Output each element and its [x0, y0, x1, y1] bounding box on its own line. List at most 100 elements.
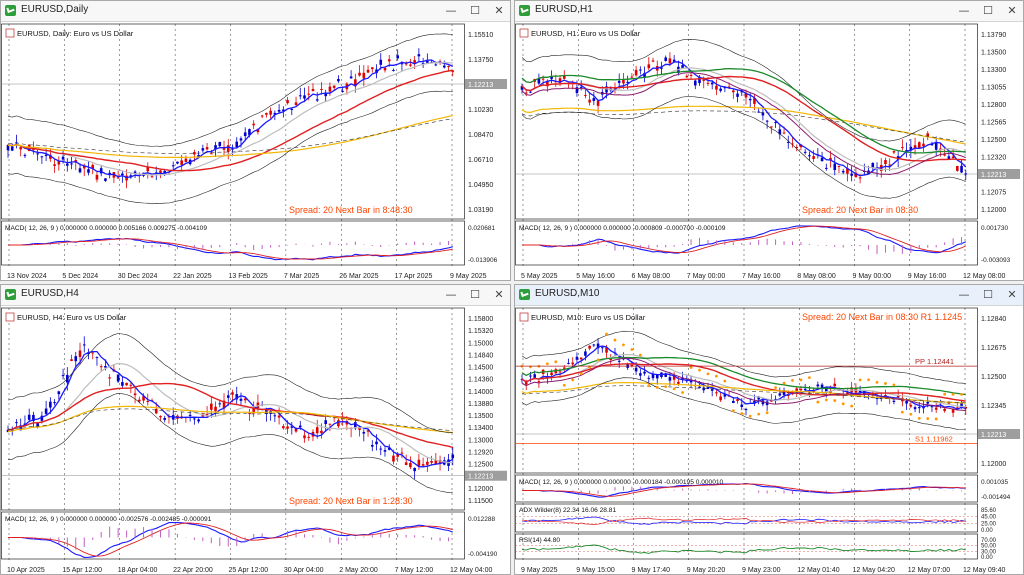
candle-body [905, 150, 908, 152]
maximize-icon[interactable]: ☐ [983, 288, 993, 301]
candle-body [434, 460, 438, 464]
candle-body [23, 154, 27, 156]
sar-dot [833, 399, 837, 402]
candle-body [150, 176, 154, 178]
candle-body [10, 146, 14, 151]
candle-body [888, 164, 891, 166]
minimize-icon[interactable]: — [958, 4, 970, 17]
price-axis-label: 1.12075 [981, 190, 1006, 197]
maximize-icon[interactable]: ☐ [470, 4, 480, 17]
candle-body [15, 422, 18, 424]
candle-body [49, 154, 52, 159]
candle-body [643, 371, 646, 374]
price-chart[interactable]: 5 May 2025 5 May 16:00 6 May 08:00 7 May 00… [515, 22, 1023, 281]
candle-body [176, 161, 179, 164]
candle-body [892, 400, 896, 402]
price-axis-label: 1.14000 [468, 389, 493, 396]
candle-body [57, 160, 61, 165]
price-chart[interactable]: 13 Nov 2024 5 Dec 2024 30 Dec 2024 22 Jan 2… [1, 22, 510, 281]
minimize-icon[interactable]: — [958, 288, 970, 301]
candle-body [871, 162, 875, 169]
close-icon[interactable]: ✕ [494, 288, 504, 301]
candle-body [171, 165, 175, 167]
candle-body [36, 153, 39, 155]
candle-body [108, 172, 111, 175]
adx-label: ADX Wilder(8) 22.34 16.06 28.81 [519, 507, 616, 514]
candle-body [44, 408, 48, 414]
candle-body [579, 86, 583, 88]
window-titlebar[interactable]: EURUSD,Daily — ☐ ✕ [1, 1, 510, 22]
candle-body [451, 70, 455, 72]
fast-ma-line [521, 345, 966, 410]
window-titlebar[interactable]: EURUSD,H4 — ☐ ✕ [1, 285, 510, 306]
chart-canvas[interactable]: 10 Apr 2025 15 Apr 12:00 18 Apr 04:00 22 Ap… [1, 306, 510, 574]
candle-body [964, 173, 968, 175]
candle-body [884, 395, 887, 397]
candle-body [571, 362, 575, 365]
macd-scale-label: 0.001730 [981, 225, 1008, 232]
chart-window-h1[interactable]: EURUSD,H1 — ☐ ✕ 5 May 2025 5 May 16:00 6 May 0… [514, 0, 1024, 281]
price-axis-label: 1.13000 [468, 437, 493, 444]
minimize-icon[interactable]: — [445, 288, 457, 301]
candle-body [546, 80, 549, 87]
time-axis-label: 9 May 15:00 [576, 567, 615, 574]
candle-body [294, 428, 298, 432]
candle-body [104, 365, 107, 368]
chart-canvas[interactable]: 13 Nov 2024 5 Dec 2024 30 Dec 2024 22 Jan 2… [1, 22, 510, 280]
time-axis-label: 9 May 00:00 [853, 273, 892, 280]
candle-body [197, 419, 200, 422]
sar-dot [892, 383, 896, 387]
macd-signal-line [522, 483, 966, 497]
candle-body [70, 359, 73, 361]
sar-dot [875, 380, 879, 384]
chart-window-d1[interactable]: EURUSD,Daily — ☐ ✕ 13 Nov 2024 5 Dec 2024 30 D… [0, 0, 511, 281]
candle-body [651, 373, 655, 379]
green-ma-line [521, 67, 966, 154]
macd-histogram [24, 241, 450, 251]
price-chart[interactable]: 9 May 2025 9 May 15:00 9 May 17:40 9 May 20… [515, 306, 1023, 575]
minimize-icon[interactable]: — [445, 4, 457, 17]
window-titlebar[interactable]: EURUSD,M10 — ☐ ✕ [515, 285, 1023, 306]
price-axis-label: 1.03190 [468, 207, 493, 214]
close-icon[interactable]: ✕ [1007, 288, 1017, 301]
candle-body [421, 464, 425, 466]
bollinger-upper [521, 38, 966, 142]
candle-body [387, 59, 391, 62]
chart-canvas[interactable]: 5 May 2025 5 May 16:00 6 May 08:00 7 May 00… [515, 22, 1023, 280]
candle-body [370, 67, 374, 70]
current-price-marker [465, 470, 507, 481]
fast-ma-line [7, 350, 454, 468]
macd-label: MACD( 12, 26, 9 ) 0.000000 0.000000 0.00… [5, 225, 207, 232]
adx-scale-label: 45.00 [981, 515, 997, 521]
candle-body [248, 129, 251, 136]
window-titlebar[interactable]: EURUSD,H1 — ☐ ✕ [515, 1, 1023, 22]
close-icon[interactable]: ✕ [494, 4, 504, 17]
adx-di-line [521, 517, 966, 525]
candle-body [850, 173, 853, 176]
candle-body [222, 400, 226, 409]
chart-canvas[interactable]: 9 May 2025 9 May 15:00 9 May 17:40 9 May 20… [515, 306, 1023, 574]
time-axis-label: 5 Dec 2024 [62, 273, 98, 280]
sar-dot [960, 393, 963, 396]
maximize-icon[interactable]: ☐ [470, 288, 480, 301]
price-chart[interactable]: 10 Apr 2025 15 Apr 12:00 18 Apr 04:00 22 Ap… [1, 306, 510, 575]
macd-signal-line [522, 225, 966, 253]
symbol-legend-icon [519, 28, 529, 38]
candle-body [337, 420, 340, 427]
candle-body [358, 72, 361, 76]
sar-dot [630, 348, 634, 351]
chart-window-m10[interactable]: EURUSD,M10— ☐ ✕ 9 May 2025 9 May 15:00 9 May … [514, 284, 1024, 575]
time-axis-label: 25 Apr 12:00 [229, 567, 269, 574]
candle-body [854, 172, 858, 178]
chart-window-h4[interactable]: EURUSD,H4 — ☐ ✕ 10 Apr 2025 15 Apr 12:00 18 Ap… [0, 284, 511, 575]
candle-body [702, 79, 706, 81]
candle-body [260, 115, 264, 117]
maximize-icon[interactable]: ☐ [983, 4, 993, 17]
price-axis-label: 1.13500 [468, 413, 493, 420]
close-icon[interactable]: ✕ [1007, 4, 1017, 17]
price-axis-label: 1.12800 [981, 102, 1006, 109]
candle-body [277, 415, 281, 418]
candle-body [282, 109, 285, 111]
candle-body [765, 120, 769, 122]
candle-body [307, 436, 311, 438]
